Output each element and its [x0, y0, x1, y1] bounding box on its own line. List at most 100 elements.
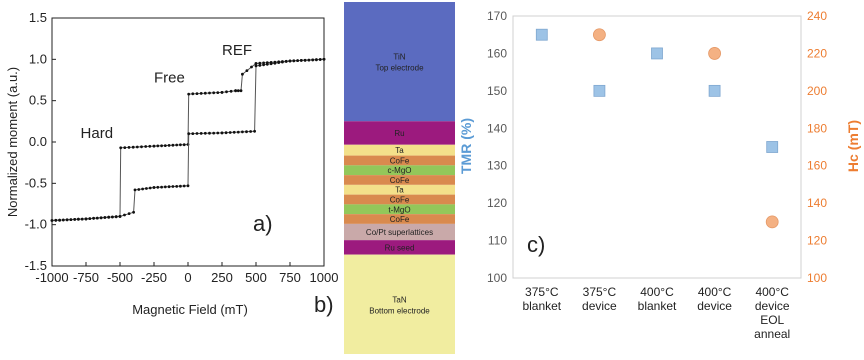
panel-c-right-tick-label: 160 — [807, 159, 827, 173]
panel-a-data-point — [73, 218, 77, 221]
panel-b-layer — [344, 184, 455, 195]
panel-c-left-tick-label: 120 — [487, 196, 507, 210]
panel-a-data-point — [191, 132, 195, 136]
panel-b-layer-name: Ru — [394, 129, 404, 138]
panel-a-data-point — [258, 64, 262, 67]
panel-a-data-point — [203, 91, 207, 95]
panel-a-data-point — [137, 188, 141, 191]
panel-c-hc-point — [765, 215, 779, 229]
panel-b-layer-name: CoFe — [390, 196, 410, 205]
panel-c-right-tick-label: 120 — [807, 234, 827, 248]
panel-a-data-point — [148, 144, 152, 148]
panel-b-layer-name: t-MgO — [388, 205, 410, 214]
panel-a-data-point — [171, 185, 175, 188]
panel-a-label: a) — [253, 211, 273, 236]
panel-a-x-tick-label: 750 — [279, 270, 301, 285]
panel-b-layer-name: Ta — [395, 186, 404, 195]
panel-a-data-point — [292, 59, 296, 63]
panel-b-layer — [344, 214, 455, 224]
panel-b-layer — [344, 155, 455, 166]
panel-c-categories: 375°Cblanket375°Cdevice400°Cblanket400°C… — [522, 285, 790, 341]
panel-b-layer-name: TaN — [392, 295, 406, 304]
panel-a-data-point — [111, 215, 114, 219]
panel-c-category-label: 375°C — [525, 285, 559, 299]
panel-c-left-tick-label: 160 — [487, 46, 507, 60]
panel-a-y-tick-label: -0.5 — [25, 175, 47, 190]
panel-a-data-point — [311, 58, 315, 62]
panel-a-y-tick-label: -1.5 — [25, 258, 47, 273]
panel-c-left-tick-label: 150 — [487, 84, 507, 98]
panel-a-data-point — [253, 129, 256, 133]
panel-b-layer — [344, 144, 455, 156]
panel-a-y-tick-label: 1.5 — [29, 10, 47, 25]
panel-a-data-point — [208, 131, 211, 135]
panel-a-data-point — [175, 185, 179, 188]
panel-a-data-point — [199, 92, 203, 95]
panel-a-data-point — [191, 92, 195, 96]
panel-a-data-point — [167, 144, 171, 147]
panel-a-x-tick-label: -1000 — [35, 270, 68, 285]
panel-a-y-ticks: 1.5 1.0 0.5 0.0 -0.5 -1.0 -1.5 — [25, 10, 56, 273]
panel-b-layer — [344, 165, 455, 176]
panel-a-data-point — [182, 143, 186, 147]
panel-a-data-point — [277, 61, 281, 64]
panel-a-data-point — [103, 216, 107, 219]
panel-a-data-point — [171, 143, 175, 147]
panel-a-data-point — [114, 215, 118, 219]
panel-b-layer-name: Co/Pt superlattices — [366, 228, 433, 237]
panel-a-data-point — [318, 58, 322, 61]
panel-c-right-axis-label: Hc (mT) — [845, 120, 861, 172]
panel-c-series — [535, 28, 779, 229]
panel-a-data-point — [284, 60, 288, 63]
panel-a-y-tick-label: 1.0 — [29, 51, 47, 66]
panel-c-category-label: device — [755, 299, 790, 313]
panel-c-label: c) — [527, 232, 545, 257]
panel-c-left-tick-label: 130 — [487, 159, 507, 173]
panel-a-data-point — [220, 91, 224, 94]
panel-a-y-axis-label: Normalized moment (a.u.) — [5, 67, 20, 217]
panel-a-data-point — [220, 131, 224, 135]
panel-a-series — [50, 57, 326, 222]
panel-a-data-point — [152, 186, 156, 189]
panel-a-data-point — [262, 63, 265, 67]
panel-a-data-point — [163, 185, 167, 189]
panel-b-layer-name: TiN — [393, 53, 405, 62]
panel-a-data-point — [92, 216, 95, 220]
panel-a-data-point — [288, 59, 292, 63]
panel-a-x-tick-label: -750 — [73, 270, 99, 285]
panel-a-data-point — [88, 217, 92, 221]
panel-a-data-point — [84, 217, 88, 221]
panel-a-data-point — [307, 58, 311, 62]
panel-c-right-tick-label: 100 — [807, 271, 827, 285]
panel-c-left-tick-label: 170 — [487, 9, 507, 23]
panel-a-data-point — [195, 132, 199, 135]
panel-b-layer — [344, 194, 455, 205]
panel-a-data-point — [212, 91, 216, 95]
panel-c-category-label: blanket — [522, 299, 561, 313]
panel-c-category-label: EOL — [760, 313, 784, 327]
panel-a-data-point — [179, 184, 182, 188]
panel-a-data-point — [135, 145, 139, 149]
panel-a-data-point — [61, 218, 65, 222]
panel-a-data-point — [299, 59, 303, 62]
panel-a-data-point — [187, 132, 191, 136]
panel-a-data-point — [212, 131, 216, 135]
panel-c-category-label: 375°C — [583, 285, 617, 299]
panel-a-data-point — [77, 217, 80, 221]
panel-b-layer — [344, 254, 455, 354]
panel-a-data-point — [273, 61, 277, 65]
panel-a-data-point — [182, 184, 186, 188]
panel-a-y-tick-label: 0.5 — [29, 93, 47, 108]
panel-b-layer-name: Ru seed — [385, 243, 415, 252]
panel-a-x-tick-label: 250 — [211, 270, 233, 285]
panel-c-category-label: device — [697, 299, 732, 313]
panel-a-x-tick-label: -500 — [107, 270, 133, 285]
panel-c-category-label: device — [582, 299, 617, 313]
panel-c-left-tick-label: 140 — [487, 121, 507, 135]
panel-c-category-label: blanket — [638, 299, 677, 313]
panel-b-layer-name: c-MgO — [388, 166, 412, 175]
panel-a-data-point — [163, 144, 167, 148]
panel-a-x-ticks: -1000 -750 -500 -250 0 250 500 750 1000 — [35, 262, 338, 285]
panel-b-layer-name: CoFe — [390, 215, 410, 224]
